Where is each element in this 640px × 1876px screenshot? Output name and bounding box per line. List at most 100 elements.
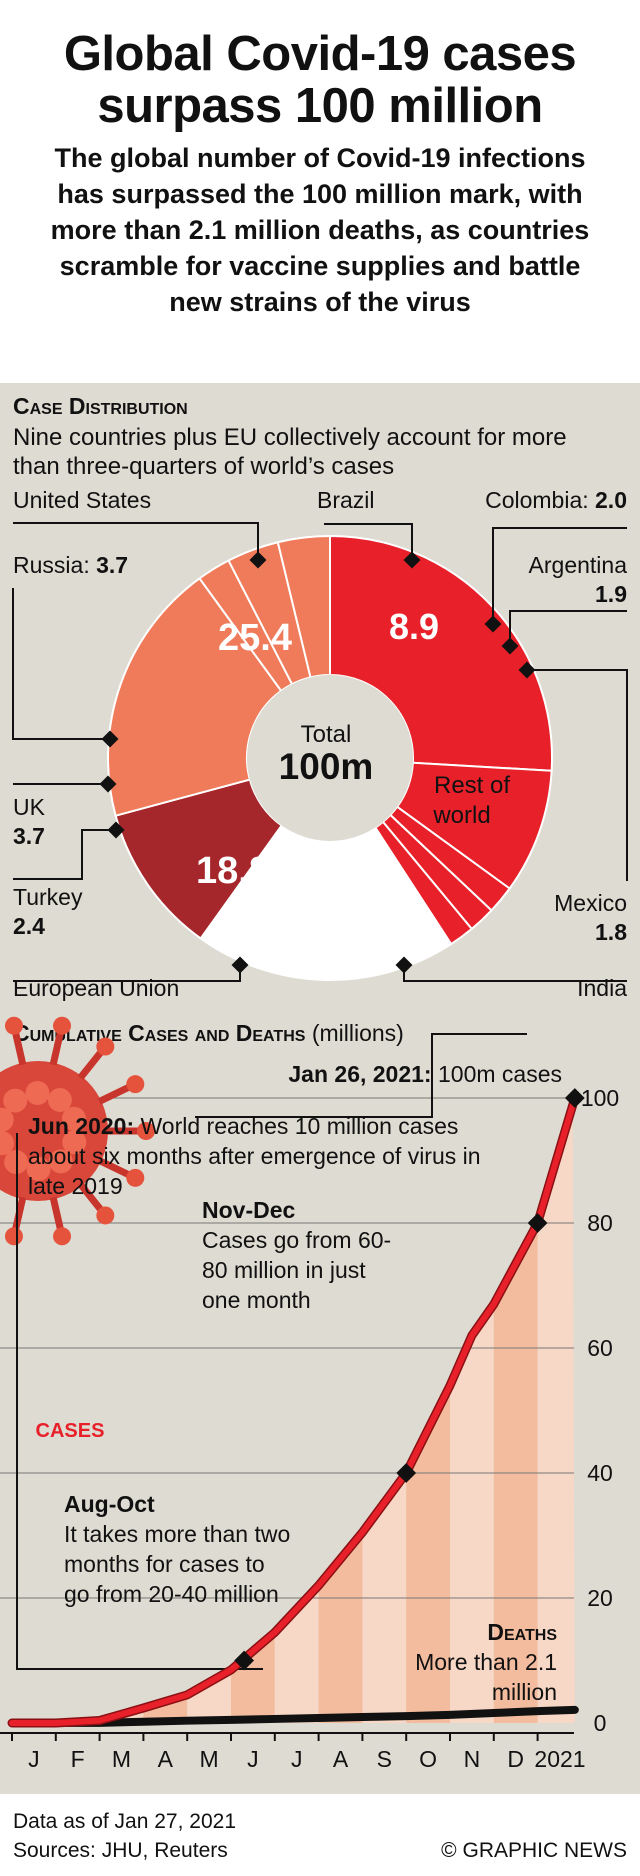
label-argentina-name: Argentina xyxy=(528,552,627,578)
cases-marker xyxy=(234,1650,255,1671)
x-axis: J F M A M J J A S O N D 2021 xyxy=(11,1733,586,1772)
leader-united-states xyxy=(13,522,259,560)
leader-brazil xyxy=(324,523,413,560)
area-column xyxy=(537,1105,575,1723)
footer-credit: © GRAPHIC NEWS xyxy=(441,1839,627,1862)
virus-bump xyxy=(0,1107,14,1132)
rest-of-world-label: Rest of world xyxy=(432,772,510,829)
virus-spike-tip xyxy=(4,1227,23,1246)
leader-turkey xyxy=(13,829,116,880)
virus-spike-tip xyxy=(137,1122,155,1140)
donut-slice-united-states xyxy=(329,534,553,772)
leader-colombia xyxy=(492,527,627,624)
annotation-novdec-title: Nov-Dec xyxy=(202,1197,296,1223)
area-column xyxy=(231,1632,275,1723)
top-note-bold: Jan 26, 2021: xyxy=(288,1061,432,1087)
leader-mexico xyxy=(527,669,628,881)
annotation-deaths-title: Deaths xyxy=(487,1619,557,1645)
label-argentina: Argentina 1.9 xyxy=(529,551,627,609)
label-turkey-value: 2.4 xyxy=(13,913,45,939)
virus-bump xyxy=(0,1131,15,1156)
top-note-text: 100m cases xyxy=(437,1061,562,1087)
area-column xyxy=(406,1385,450,1723)
x-tick-label: 2021 xyxy=(534,1746,585,1772)
x-tick-label: J xyxy=(291,1746,303,1772)
content-panel: Case Distribution Nine countries plus EU… xyxy=(0,383,640,1794)
label-united-states: United States xyxy=(13,486,151,515)
label-uk-name: UK xyxy=(13,794,45,820)
annotation-deaths-text: More than 2.1 million xyxy=(415,1649,557,1705)
label-uk-value: 3.7 xyxy=(13,823,45,849)
annotation-deaths: Deaths More than 2.1 million xyxy=(397,1617,557,1707)
footer: Data as of Jan 27, 2021 Sources: JHU, Re… xyxy=(0,1794,640,1876)
virus-bump xyxy=(47,1087,72,1112)
x-tick-label: S xyxy=(377,1746,392,1772)
slice-label-european-union: 18.8 xyxy=(196,850,270,892)
annotation-augoct: Aug-Oct It takes more than two months for… xyxy=(64,1489,294,1609)
page-subtitle: The global number of Covid-19 infections… xyxy=(50,143,590,317)
leader-dot xyxy=(395,956,413,974)
x-tick-label: O xyxy=(419,1746,437,1772)
leader-dot xyxy=(101,730,119,748)
leader-novdec xyxy=(195,1033,527,1118)
label-colombia-value: 2.0 xyxy=(595,487,627,513)
cases-series-label: CASES xyxy=(36,1420,105,1442)
area-column xyxy=(187,1669,231,1723)
virus-bump xyxy=(61,1106,86,1131)
cases-marker xyxy=(527,1213,548,1233)
label-brazil: Brazil xyxy=(317,486,375,515)
donut-leaders xyxy=(12,522,628,982)
y-tick-label: 60 xyxy=(587,1335,613,1361)
x-tick-label: J xyxy=(28,1746,40,1772)
x-tick-label: M xyxy=(112,1746,131,1772)
x-tick-label: N xyxy=(464,1746,481,1772)
leader-dot xyxy=(518,661,536,679)
rest-of-world-word2: world xyxy=(432,802,490,829)
y-tick-label: 40 xyxy=(587,1460,613,1486)
label-brazil-name: Brazil xyxy=(317,487,375,513)
leader-dot xyxy=(99,775,117,793)
virus-bump xyxy=(48,1149,73,1174)
virus-bump xyxy=(62,1130,87,1155)
x-tick-label: D xyxy=(507,1746,524,1772)
leader-dot xyxy=(501,637,519,655)
slice-label-india: 10.7 xyxy=(343,887,417,929)
donut-chart: Total 100m Rest of world 25.4 8.9 18.8 10… xyxy=(12,522,628,982)
header: Global Covid-19 cases surpass 100 millio… xyxy=(0,0,640,383)
annotation-leaders xyxy=(16,1033,527,1670)
area-column xyxy=(318,1532,363,1723)
label-colombia: Colombia: 2.0 xyxy=(485,487,627,513)
annotation-jun-text: World reaches 10 million cases about six… xyxy=(28,1113,481,1199)
x-tick-label: F xyxy=(71,1746,85,1772)
label-european-union: European Union xyxy=(13,975,180,1001)
x-tick-label: A xyxy=(158,1746,174,1772)
label-india: India xyxy=(577,975,627,1001)
virus-spike-tip xyxy=(53,1016,72,1035)
leader-dot xyxy=(231,956,249,974)
virus-spike-tip xyxy=(96,1037,115,1056)
donut-hole xyxy=(247,675,413,841)
leader-russia xyxy=(12,588,110,740)
annotation-augoct-text: It takes more than two months for cases … xyxy=(64,1521,291,1607)
page-title: Global Covid-19 cases surpass 100 millio… xyxy=(63,27,577,133)
virus-illustration xyxy=(0,1016,155,1246)
footer-sources: Sources: JHU, Reuters xyxy=(13,1839,228,1862)
slice-label-united-states: 25.4 xyxy=(218,617,292,659)
x-tick-label: M xyxy=(200,1746,219,1772)
cases-line xyxy=(9,1095,578,1726)
distribution-description: Nine countries plus EU collectively acco… xyxy=(13,424,567,480)
label-mexico: Mexico 1.8 xyxy=(554,889,627,947)
x-tick-label: A xyxy=(333,1746,349,1772)
x-tick-label: J xyxy=(247,1746,259,1772)
area-column xyxy=(450,1304,494,1723)
cases-markers xyxy=(234,1088,585,1671)
label-russia-value: 3.7 xyxy=(96,552,129,578)
label-colombia-name: Colombia xyxy=(485,487,583,513)
deaths-line xyxy=(8,1705,579,1727)
distribution-heading: Case Distribution xyxy=(13,393,188,419)
label-russia: Russia: 3.7 xyxy=(13,552,129,578)
leader-jun xyxy=(16,1133,263,1670)
y-tick-label: 100 xyxy=(581,1085,619,1111)
area-column xyxy=(274,1585,319,1723)
